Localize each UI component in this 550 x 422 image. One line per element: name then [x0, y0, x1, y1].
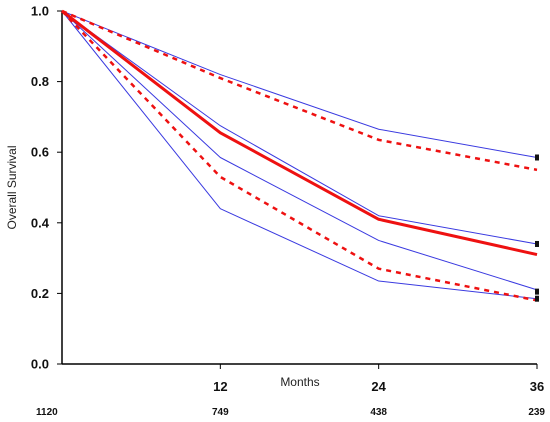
- y-tick-label: 0.0: [31, 357, 49, 372]
- x-tick-label: 12: [213, 379, 227, 394]
- y-tick-label: 1.0: [31, 4, 49, 19]
- number-at-risk-label: 239: [528, 407, 545, 418]
- axes: [57, 10, 538, 369]
- y-axis-title: Overall Survival: [5, 145, 19, 229]
- blue-line: [61, 10, 538, 291]
- x-tick-label: 36: [530, 379, 544, 394]
- number-at-risk-label: 1120: [36, 407, 58, 418]
- y-tick-label: 0.4: [31, 215, 50, 230]
- labels-group: 0.0 0.2 0.4 0.6 0.8 1.0 12 24 36 Overall Survival…: [5, 4, 545, 419]
- end-marker: [535, 288, 539, 295]
- y-tick-label: 0.8: [31, 74, 49, 89]
- red-solid-line: [61, 9, 538, 257]
- x-axis-title: Months: [280, 375, 319, 389]
- blue-line: [61, 10, 538, 300]
- end-marker: [535, 295, 539, 302]
- red-dashed-line: [61, 9, 538, 172]
- x-tick-label: 24: [371, 379, 386, 394]
- end-marker: [535, 240, 539, 247]
- number-at-risk-label: 749: [212, 407, 229, 418]
- y-tick-label: 0.2: [31, 286, 49, 301]
- blue-line: [61, 10, 538, 158]
- red-dashed-line: [61, 10, 538, 302]
- end-marker: [535, 154, 539, 161]
- series-group: [61, 9, 538, 302]
- number-at-risk-label: 438: [370, 407, 387, 418]
- end-markers: [535, 154, 539, 302]
- y-tick-label: 0.6: [31, 145, 49, 160]
- blue-line: [61, 10, 538, 245]
